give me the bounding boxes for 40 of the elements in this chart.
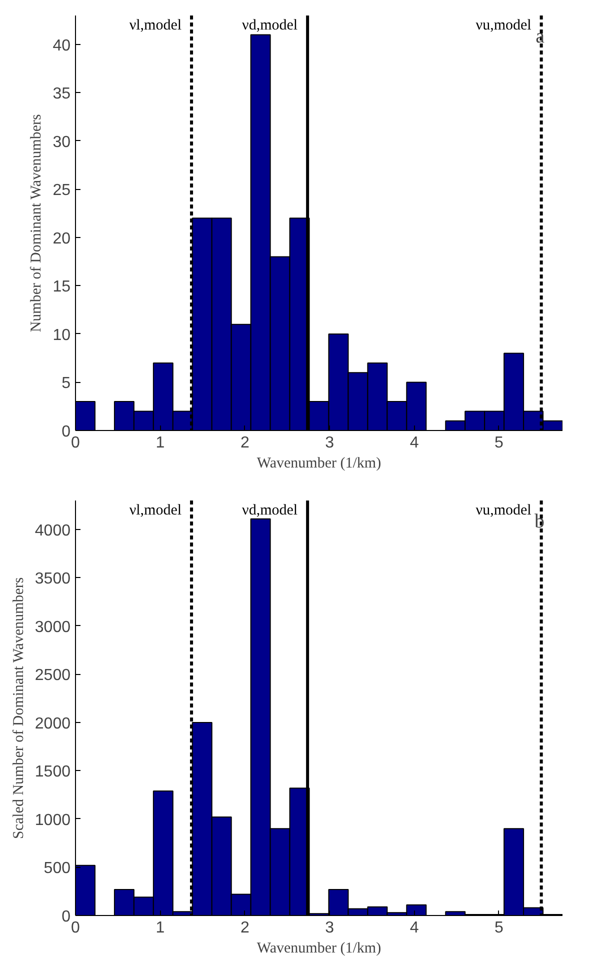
y-tick-label: 25 [52, 182, 71, 200]
y-tick-label: 500 [44, 860, 71, 878]
y-axis-title: Number of Dominant Wavenumbers [28, 114, 45, 332]
x-axis-title: Wavenumber (1/km) [256, 940, 382, 956]
y-tick-label: 4000 [34, 522, 71, 540]
x-axis-title: Wavenumber (1/km) [256, 456, 382, 472]
x-tick-label: 4 [410, 434, 419, 452]
y-tick-label: 2000 [34, 715, 71, 732]
y-tick-label: 1000 [34, 812, 71, 829]
y-tick-label: 0 [62, 908, 71, 926]
y-tick-label: 5 [62, 375, 71, 392]
ref-line-label: νd,model [242, 502, 298, 518]
y-tick-label: 3000 [34, 618, 71, 636]
text: b [534, 510, 544, 532]
x-tick-label: 5 [494, 434, 504, 452]
x-tick-label: 1 [156, 920, 165, 936]
ref-line-label: νl,model [129, 18, 182, 34]
y-tick-label: 20 [52, 230, 71, 248]
ref-line-label: νu,model [476, 502, 532, 518]
y-tick-label: 1500 [34, 764, 71, 781]
y-tick-label: 15 [52, 278, 71, 296]
y-tick-label: 35 [52, 86, 71, 103]
y-tick-label: 0 [62, 424, 71, 440]
x-tick-label: 3 [325, 920, 334, 936]
ref-line-label: νl,model [129, 502, 182, 518]
y-tick-label: 3500 [34, 570, 71, 588]
x-tick-label: 2 [240, 920, 250, 936]
x-tick-label: 4 [410, 920, 419, 936]
y-tick-label: 2500 [34, 667, 71, 684]
y-tick-label: 40 [52, 37, 71, 54]
x-tick-label: 3 [325, 434, 334, 452]
text: a [536, 26, 545, 48]
ref-line-label: νu,model [476, 18, 532, 34]
y-axis-title: Scaled Number of Dominant Wavenumbers [10, 577, 27, 840]
x-tick-label: 2 [240, 434, 250, 452]
y-tick-label: 10 [52, 326, 71, 344]
ref-line-label: νd,model [242, 18, 298, 34]
x-tick-label: 5 [494, 920, 504, 936]
y-tick-label: 30 [52, 134, 71, 151]
x-tick-label: 1 [156, 434, 165, 452]
